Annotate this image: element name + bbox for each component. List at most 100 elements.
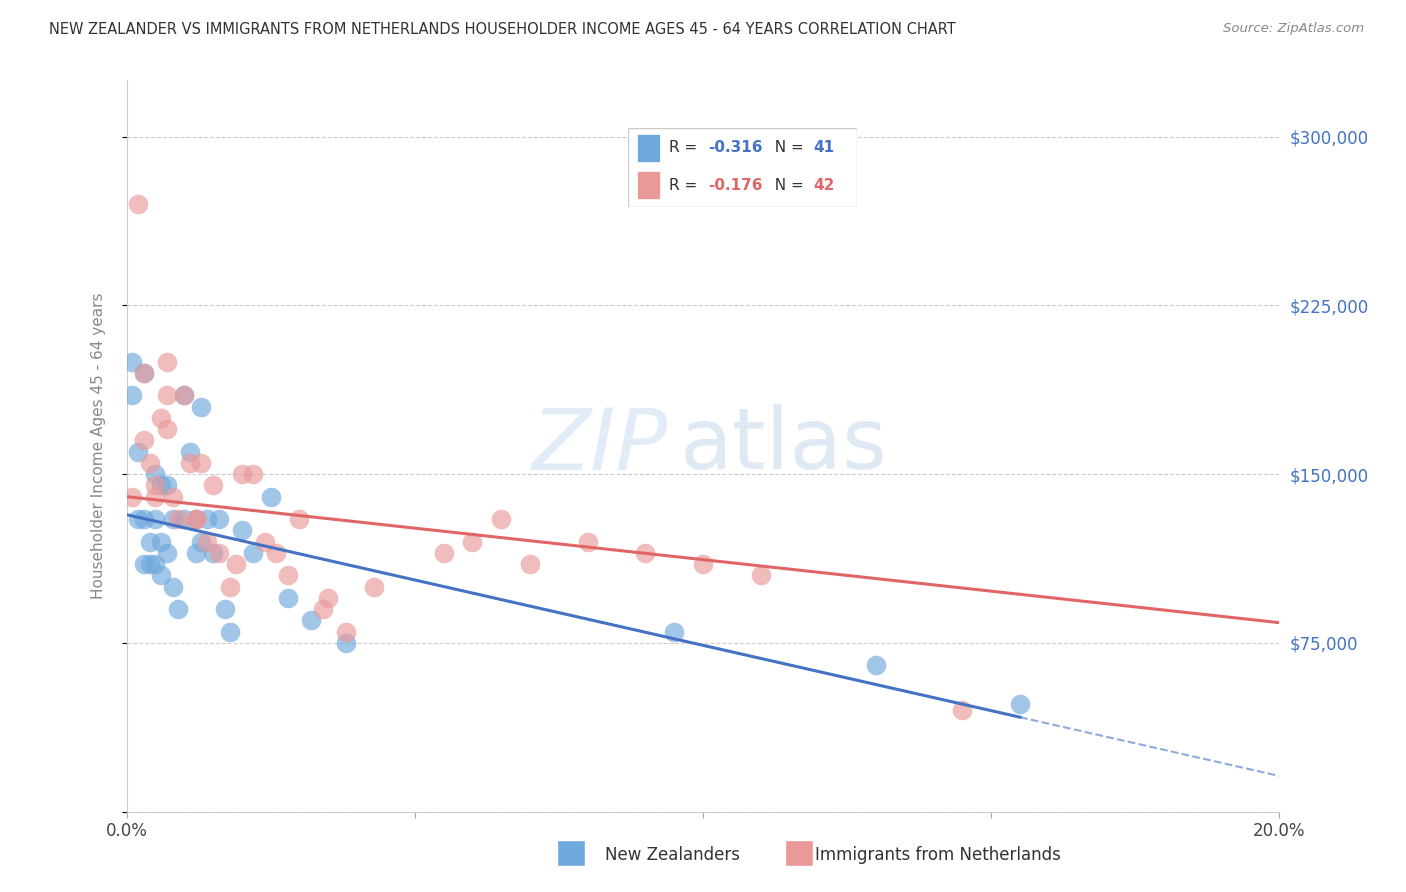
Point [150,478,173,492]
Point [179,456,201,470]
Point [156,354,179,368]
FancyBboxPatch shape [628,128,856,207]
Point [214,602,236,616]
Point [190,400,212,414]
Bar [637,171,659,199]
Point [491,512,513,526]
Point [208,512,231,526]
Point [150,534,173,549]
Point [253,534,276,549]
Point [242,467,264,482]
Point [190,456,212,470]
Text: 41: 41 [813,140,834,155]
Point [184,512,207,526]
Point [202,546,225,560]
Point [865,658,887,673]
Bar [637,134,659,161]
Point [519,557,541,571]
Point [634,546,657,560]
Text: -0.316: -0.316 [709,140,762,155]
Point [335,636,357,650]
Point [145,478,166,492]
Point [179,444,201,458]
Point [184,512,207,526]
Point [150,410,173,425]
Point [277,591,299,605]
Point [311,602,333,616]
Point [208,546,231,560]
Text: N =: N = [765,178,808,193]
Point [242,546,264,560]
Point [167,512,190,526]
Point [190,534,212,549]
Text: 42: 42 [813,178,835,193]
Point [132,512,155,526]
Text: N =: N = [765,140,808,155]
Point [156,546,179,560]
Point [138,557,160,571]
Point [127,444,149,458]
Point [749,568,772,582]
Point [167,602,190,616]
Point [195,512,218,526]
Point [121,388,143,402]
Point [231,524,253,538]
Point [127,197,149,211]
Point [132,366,155,380]
Point [950,703,973,717]
Point [173,388,195,402]
Y-axis label: Householder Income Ages 45 - 64 years: Householder Income Ages 45 - 64 years [91,293,105,599]
Point [1010,697,1032,711]
Point [184,512,207,526]
Point [162,490,184,504]
Point [138,534,160,549]
Point [231,467,253,482]
Point [433,546,456,560]
Text: R =: R = [669,178,702,193]
Point [266,546,288,560]
Point [173,388,195,402]
Point [121,490,143,504]
Point [127,512,149,526]
Point [195,534,218,549]
Point [145,490,166,504]
Text: ZIP: ZIP [531,404,668,488]
Point [335,624,357,639]
Point [461,534,484,549]
Point [299,614,322,628]
Point [576,534,599,549]
Point [219,624,242,639]
Point [277,568,299,582]
Text: Source: ZipAtlas.com: Source: ZipAtlas.com [1223,22,1364,36]
Point [145,467,166,482]
Point [132,557,155,571]
Point [318,591,340,605]
Point [162,580,184,594]
Point [132,434,155,448]
Point [225,557,247,571]
Point [162,512,184,526]
Text: NEW ZEALANDER VS IMMIGRANTS FROM NETHERLANDS HOUSEHOLDER INCOME AGES 45 - 64 YEA: NEW ZEALANDER VS IMMIGRANTS FROM NETHERL… [49,22,956,37]
Point [145,512,166,526]
Point [664,624,686,639]
Point [121,354,143,368]
Point [259,490,281,504]
Point [363,580,385,594]
Text: R =: R = [669,140,702,155]
Point [202,478,225,492]
Point [138,456,160,470]
Point [219,580,242,594]
Text: atlas: atlas [681,404,889,488]
Point [173,512,195,526]
Point [132,366,155,380]
Point [150,568,173,582]
Point [184,546,207,560]
Text: Immigrants from Netherlands: Immigrants from Netherlands [815,846,1062,863]
Text: -0.176: -0.176 [709,178,762,193]
Point [145,557,166,571]
Text: New Zealanders: New Zealanders [605,846,740,863]
Point [692,557,714,571]
Point [156,422,179,436]
Point [156,388,179,402]
Point [288,512,311,526]
